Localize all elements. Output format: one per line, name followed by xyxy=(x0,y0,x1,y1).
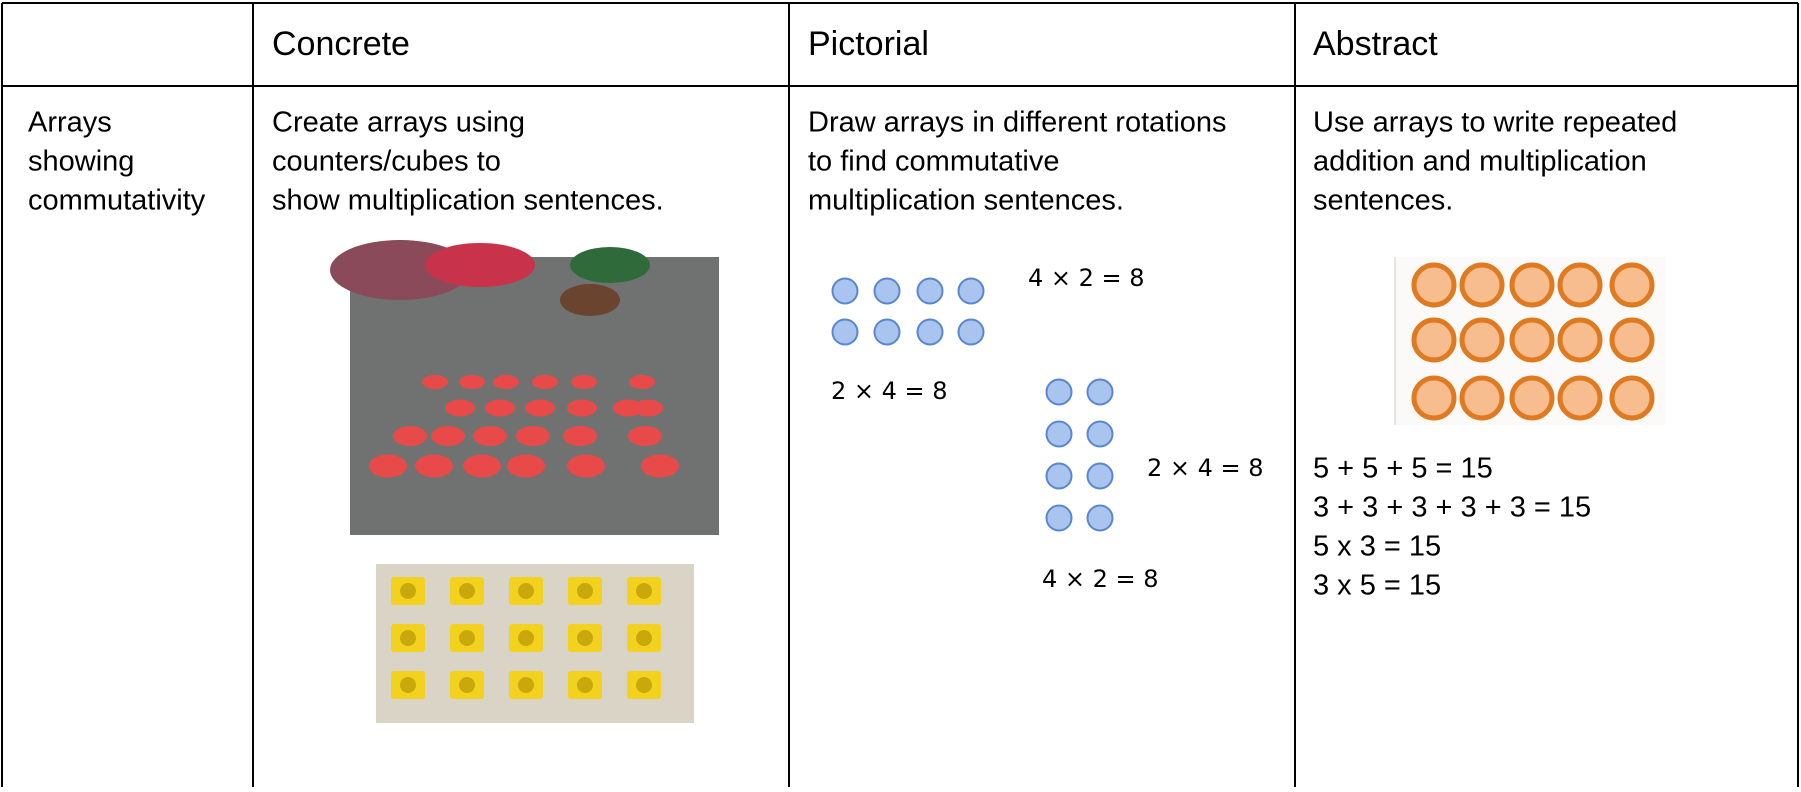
counter xyxy=(633,399,663,417)
array-dot xyxy=(831,318,859,346)
equation: 5 x 3 = 15 xyxy=(1313,531,1441,563)
counter xyxy=(567,454,605,478)
cell-text: to find commutative xyxy=(808,146,1059,178)
array-dot xyxy=(1609,262,1655,308)
array-dot xyxy=(873,318,901,346)
counter xyxy=(445,399,475,417)
array-dot xyxy=(831,277,859,305)
equation: 3 x 5 = 15 xyxy=(1313,570,1441,602)
array-dot xyxy=(1459,317,1505,363)
counter xyxy=(431,426,465,446)
counter xyxy=(485,399,515,417)
counter xyxy=(369,454,407,478)
array-dot xyxy=(1411,317,1457,363)
header-cell: Concrete xyxy=(272,25,410,63)
cell-text: counters/cubes to xyxy=(272,146,501,178)
equation: 4 × 2 = 8 xyxy=(1028,264,1145,292)
cube-stud xyxy=(518,630,534,646)
cube-stud xyxy=(459,630,475,646)
counter xyxy=(422,375,448,389)
counter xyxy=(563,426,597,446)
cube-stud xyxy=(577,630,593,646)
array-dot xyxy=(957,277,985,305)
array-dot xyxy=(1509,262,1555,308)
cube-stud xyxy=(400,630,416,646)
cube-stud xyxy=(518,583,534,599)
counter xyxy=(493,375,519,389)
array-dot xyxy=(1557,317,1603,363)
equation: 3 + 3 + 3 + 3 + 3 = 15 xyxy=(1313,492,1591,524)
array-dot xyxy=(1086,420,1114,448)
cube-stud xyxy=(400,583,416,599)
cube-stud xyxy=(636,677,652,693)
array-dot xyxy=(1045,462,1073,490)
equation: 5 + 5 + 5 = 15 xyxy=(1313,453,1493,485)
cell-text: Draw arrays in different rotations xyxy=(808,107,1227,139)
cubes-photo xyxy=(376,564,694,723)
cell-text: multiplication sentences. xyxy=(808,185,1124,217)
header-cell: Abstract xyxy=(1313,25,1438,63)
row-label: showing xyxy=(28,146,134,178)
counter xyxy=(532,375,558,389)
array-dot xyxy=(1086,504,1114,532)
counter xyxy=(393,426,427,446)
counter xyxy=(629,375,655,389)
counter xyxy=(459,375,485,389)
equation: 2 × 4 = 8 xyxy=(1147,454,1264,482)
array-dot xyxy=(916,318,944,346)
counter xyxy=(571,375,597,389)
counter xyxy=(641,454,679,478)
row-label: commutativity xyxy=(28,185,206,217)
array-dot xyxy=(1411,375,1457,421)
header-cell: Pictorial xyxy=(808,25,929,63)
array-dot xyxy=(1557,375,1603,421)
counter xyxy=(415,454,453,478)
equation: 4 × 2 = 8 xyxy=(1042,565,1159,593)
counter xyxy=(628,426,662,446)
cell-text: show multiplication sentences. xyxy=(272,185,664,217)
array-dot xyxy=(1557,262,1603,308)
array-dot xyxy=(1459,375,1505,421)
array-dot xyxy=(1045,420,1073,448)
cube-stud xyxy=(577,583,593,599)
array-dot xyxy=(1045,504,1073,532)
counter xyxy=(463,454,501,478)
counter xyxy=(507,454,545,478)
cube-stud xyxy=(636,630,652,646)
cube-stud xyxy=(577,677,593,693)
array-dot xyxy=(1086,462,1114,490)
cell-text: addition and multiplication xyxy=(1313,146,1647,178)
array-dot xyxy=(1609,375,1655,421)
counter xyxy=(567,399,597,417)
array-dot xyxy=(1459,262,1505,308)
array-dot xyxy=(873,277,901,305)
cube-stud xyxy=(400,677,416,693)
cube-stud xyxy=(459,583,475,599)
cube-stud xyxy=(518,677,534,693)
counter xyxy=(516,426,550,446)
counter xyxy=(473,426,507,446)
array-dot xyxy=(1411,262,1457,308)
counters-photo xyxy=(330,240,719,535)
cell-text: Create arrays using xyxy=(272,107,525,139)
cube-stud xyxy=(459,677,475,693)
row-label: Arrays xyxy=(28,107,112,139)
equation: 2 × 4 = 8 xyxy=(831,377,948,405)
array-drawing xyxy=(1394,257,1666,425)
array-drawing xyxy=(831,277,1114,532)
cell-text: sentences. xyxy=(1313,185,1453,217)
cell-text: Use arrays to write repeated xyxy=(1313,107,1677,139)
array-dot xyxy=(1509,375,1555,421)
cube-stud xyxy=(636,583,652,599)
array-dot xyxy=(916,277,944,305)
array-dot xyxy=(1086,378,1114,406)
array-dot xyxy=(1609,317,1655,363)
array-dot xyxy=(957,318,985,346)
array-dot xyxy=(1045,378,1073,406)
counter xyxy=(525,399,555,417)
array-dot xyxy=(1509,317,1555,363)
